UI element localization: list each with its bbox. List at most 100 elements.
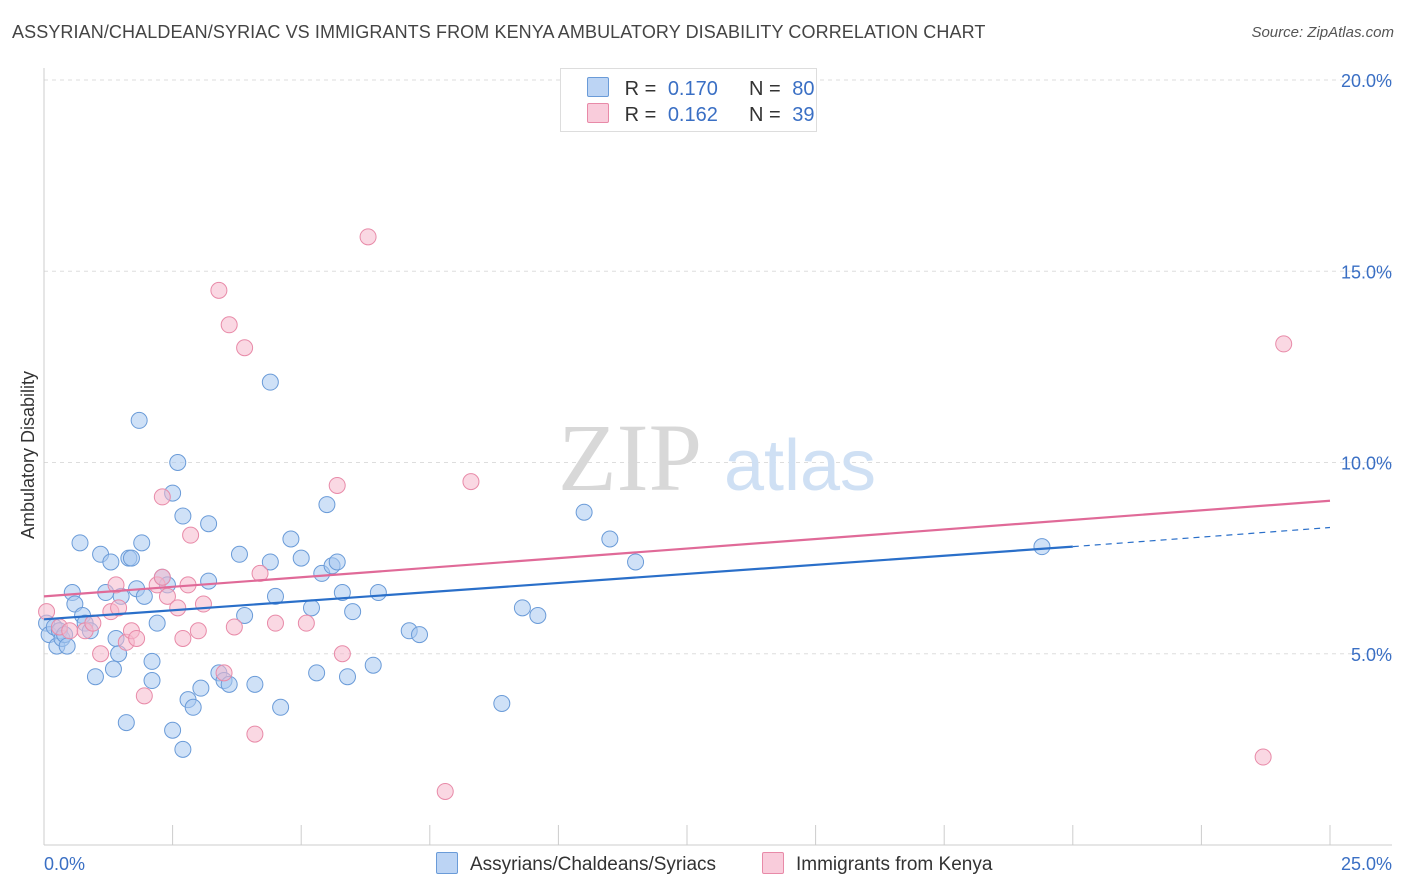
point-kenya [225, 618, 243, 636]
point-kenya [251, 564, 269, 582]
point-kenya [182, 526, 200, 544]
gridlines [44, 79, 1392, 655]
bottom-legend-label-pink: Immigrants from Kenya [796, 854, 993, 875]
point-assyrians [338, 668, 356, 686]
point-kenya [189, 622, 207, 640]
point-kenya [266, 614, 284, 632]
x-tick-label: 0.0% [44, 854, 85, 874]
bottom-legend-assyrians: Assyrians/Chaldeans/Syriacs [436, 852, 716, 876]
point-assyrians [318, 496, 336, 514]
point-kenya [84, 614, 102, 632]
point-assyrians [1033, 538, 1051, 556]
point-assyrians [143, 672, 161, 690]
point-assyrians [184, 698, 202, 716]
point-assyrians [513, 599, 531, 617]
point-assyrians [236, 607, 254, 624]
point-assyrians [411, 626, 429, 644]
bottom-legend-swatch-pink [762, 852, 784, 874]
legend-n-value: 80 [792, 78, 815, 100]
point-kenya [135, 687, 153, 705]
data-points [38, 228, 1293, 800]
point-kenya [462, 473, 480, 491]
bottom-legend-kenya: Immigrants from Kenya [762, 852, 992, 876]
tick-labels: 5.0% 10.0% 15.0% 20.0% 0.0% 25.0% [44, 71, 1392, 874]
point-assyrians [130, 411, 148, 429]
point-kenya [220, 316, 238, 334]
point-assyrians [104, 660, 122, 678]
point-assyrians [169, 454, 187, 471]
point-kenya [174, 629, 192, 647]
point-assyrians [230, 545, 248, 563]
point-assyrians [302, 599, 320, 617]
point-assyrians [292, 549, 310, 567]
point-assyrians [246, 675, 264, 693]
point-kenya [333, 645, 351, 663]
point-assyrians [308, 664, 326, 682]
point-assyrians [102, 553, 120, 571]
y-axis-label-group: Ambulatory Disability [18, 371, 38, 539]
y-tick-label: 10.0% [1341, 454, 1392, 474]
point-assyrians [143, 652, 161, 670]
y-tick-label: 20.0% [1341, 71, 1392, 91]
point-kenya [107, 576, 125, 594]
point-assyrians [364, 656, 382, 674]
legend-n-label: N = [749, 78, 787, 100]
legend-n-label: N = [749, 104, 787, 126]
point-kenya [153, 488, 171, 506]
point-assyrians [627, 553, 645, 571]
watermark-atlas: atlas [724, 426, 876, 506]
point-assyrians [328, 553, 346, 571]
trend-line-assyrians-extrapolated [1072, 526, 1331, 548]
point-kenya [328, 476, 346, 494]
point-kenya [38, 603, 56, 621]
point-assyrians [261, 553, 279, 571]
point-assyrians [529, 607, 547, 624]
trend-lines [43, 499, 1331, 621]
point-assyrians [282, 530, 300, 548]
point-assyrians [266, 587, 284, 605]
point-assyrians [344, 603, 362, 621]
point-kenya [169, 599, 187, 617]
point-kenya [153, 568, 171, 586]
point-kenya [1254, 748, 1272, 766]
point-kenya [194, 595, 212, 613]
point-assyrians [261, 373, 279, 391]
point-assyrians [117, 714, 135, 732]
bottom-legend-swatch-blue [436, 852, 458, 874]
point-assyrians [200, 572, 218, 590]
point-assyrians [58, 637, 76, 655]
point-assyrians [333, 584, 351, 602]
point-assyrians [200, 515, 218, 533]
point-assyrians [164, 721, 182, 739]
point-assyrians [174, 507, 192, 525]
legend-n-value: 39 [792, 104, 815, 126]
point-assyrians [601, 530, 619, 548]
point-kenya [92, 645, 110, 663]
legend-r-label: R = [624, 78, 662, 100]
point-kenya [128, 629, 146, 647]
trend-line-assyrians [43, 545, 1073, 621]
watermark-zip: ZIP [558, 404, 702, 511]
watermark: ZIP atlas [558, 404, 876, 511]
point-kenya [359, 228, 377, 246]
point-assyrians [174, 740, 192, 758]
trend-line-kenya [43, 499, 1331, 598]
legend-swatch-pink [587, 103, 609, 123]
point-kenya [436, 782, 454, 800]
point-assyrians [192, 679, 210, 697]
point-kenya [61, 622, 79, 640]
point-kenya [236, 339, 254, 357]
point-assyrians [148, 614, 166, 632]
source-label: Source: ZipAtlas.com [1251, 24, 1394, 41]
point-assyrians [71, 534, 89, 552]
axes [43, 68, 1392, 846]
y-tick-label: 5.0% [1351, 645, 1392, 665]
point-assyrians [133, 534, 151, 552]
point-assyrians [369, 584, 387, 602]
point-assyrians [272, 698, 290, 716]
point-kenya [297, 614, 315, 632]
legend-r-value: 0.162 [667, 104, 718, 126]
point-kenya [215, 664, 233, 682]
legend-swatch-blue [587, 77, 609, 97]
